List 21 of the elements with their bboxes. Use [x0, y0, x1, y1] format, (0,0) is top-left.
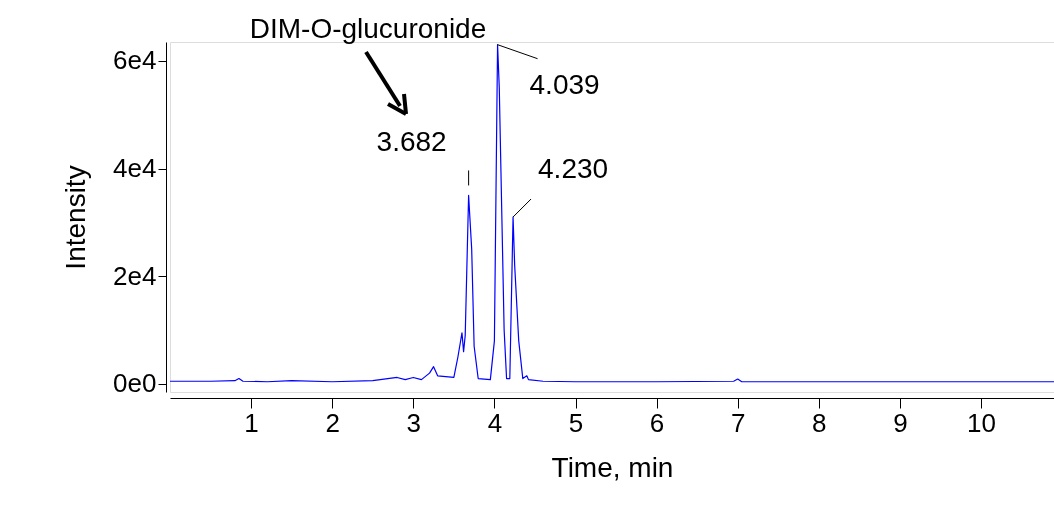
- annotation: 4.230: [538, 153, 609, 184]
- x-tick-label: 8: [812, 407, 827, 438]
- y-tick-label: 6e4: [113, 45, 157, 76]
- x-tick-label: 3: [406, 407, 422, 438]
- x-tick-label: 2: [325, 407, 340, 438]
- x-tick-label: 4: [487, 407, 503, 438]
- x-tick-label: 6: [649, 407, 665, 438]
- annotation: DIM-O-glucuronide: [249, 13, 487, 44]
- y-tick-label: 4e4: [113, 153, 157, 184]
- x-tick-label: 1: [244, 407, 259, 438]
- annotation: 3.682: [376, 126, 447, 158]
- line-series: [169, 44, 1054, 383]
- y-tick-label: 0e0: [113, 368, 157, 399]
- x-axis-title: Time, min: [551, 451, 674, 483]
- x-tick-label: 5: [568, 407, 584, 438]
- x-tick-label: 9: [893, 407, 908, 438]
- x-tick-label: 7: [730, 407, 746, 438]
- y-tick-label: 2e4: [113, 260, 157, 291]
- y-axis-title: Intensity: [60, 165, 92, 270]
- annotation: 4.039: [529, 68, 600, 100]
- x-tick-label: 10: [967, 407, 996, 438]
